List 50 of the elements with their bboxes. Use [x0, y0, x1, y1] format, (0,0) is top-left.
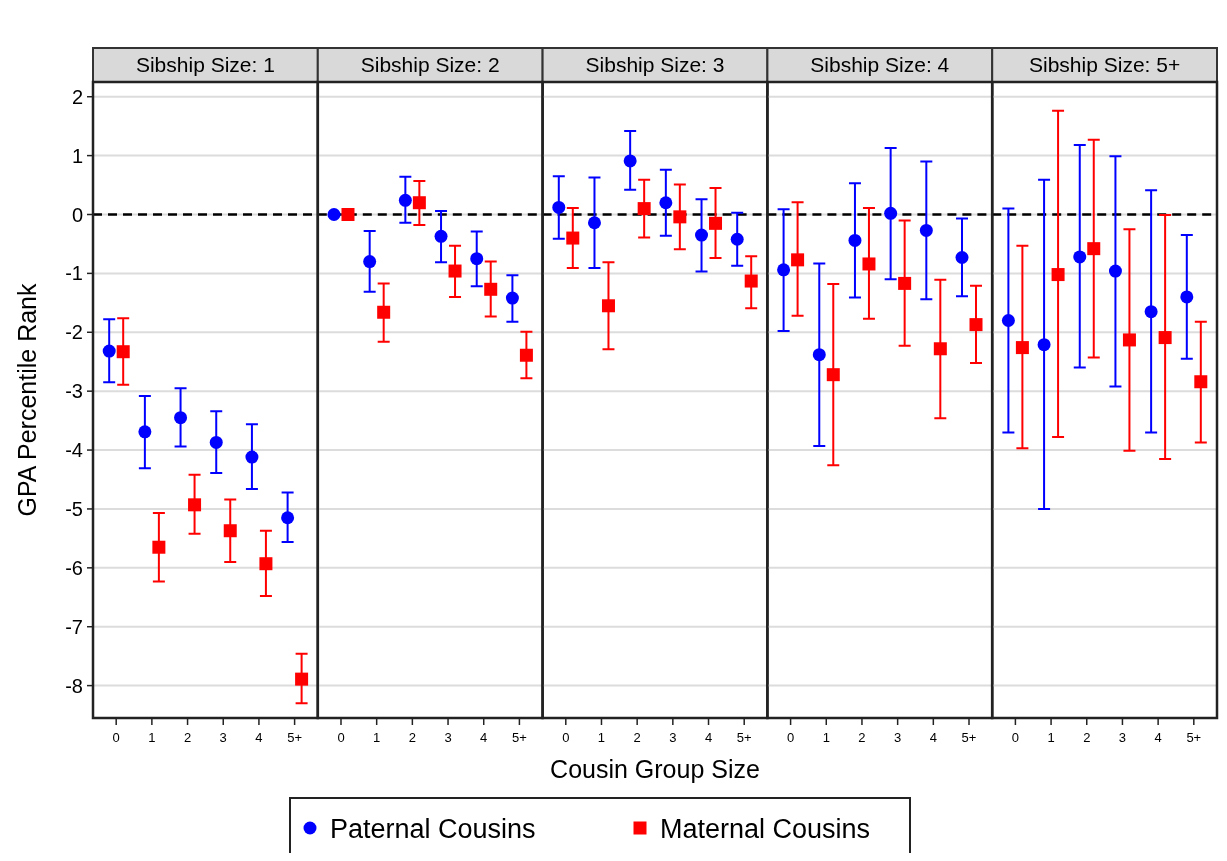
- x-tick-label: 4: [929, 730, 937, 745]
- y-tick-label: -4: [65, 439, 83, 462]
- chart-title: Sibship Size: 1: [135, 53, 275, 76]
- x-tick-label: 0: [562, 730, 570, 745]
- legend-label: Maternal Cousins: [660, 814, 871, 844]
- x-tick-label: 5+: [287, 730, 303, 745]
- x-tick-label: 3: [669, 730, 677, 745]
- x-tick-label: 1: [822, 730, 830, 745]
- y-tick-label: -5: [65, 497, 83, 520]
- y-tick-label: -2: [65, 321, 83, 344]
- x-tick-label: 0: [786, 730, 795, 745]
- x-tick-label: 1: [597, 730, 606, 745]
- chart-title: Sibship Size: 2: [360, 53, 500, 76]
- x-tick-label: 4: [704, 730, 713, 745]
- x-tick-label: 3: [1118, 730, 1127, 745]
- x-tick-label: 5+: [511, 730, 527, 745]
- legend-label: Paternal Cousins: [330, 814, 536, 844]
- y-tick-label: -6: [65, 556, 83, 579]
- y-tick-label: -1: [65, 262, 83, 285]
- x-tick-label: 0: [337, 730, 345, 745]
- x-axis-title: Cousin Group Size: [550, 755, 760, 783]
- y-tick-label: 0: [71, 203, 83, 226]
- x-tick-label: 1: [373, 730, 381, 745]
- y-tick-label: -3: [65, 380, 83, 403]
- y-tick-label: 1: [71, 144, 83, 167]
- x-tick-label: 5+: [1186, 730, 1202, 745]
- x-tick-label: 2: [408, 730, 416, 745]
- chart-title: Sibship Size: 5+: [1029, 53, 1181, 76]
- x-tick-label: 3: [894, 730, 902, 745]
- x-tick-label: 1: [148, 730, 156, 745]
- chart-title: Sibship Size: 3: [585, 53, 725, 76]
- x-tick-label: 0: [112, 730, 120, 745]
- x-tick-label: 2: [633, 730, 641, 745]
- x-tick-label: 5+: [961, 730, 977, 745]
- y-tick-label: -7: [65, 615, 83, 638]
- x-tick-label: 3: [219, 730, 227, 745]
- y-axis-title: GPA Percentile Rank: [13, 283, 41, 517]
- x-tick-label: 4: [480, 730, 488, 745]
- y-tick-label: -8: [65, 674, 83, 697]
- chart-title: Sibship Size: 4: [810, 53, 950, 76]
- x-tick-label: 5+: [736, 730, 752, 745]
- x-tick-label: 1: [1047, 730, 1055, 745]
- y-tick-label: 2: [71, 85, 83, 108]
- x-tick-label: 2: [1083, 730, 1091, 745]
- x-tick-label: 4: [1154, 730, 1162, 745]
- x-tick-label: 2: [183, 730, 192, 745]
- x-tick-label: 3: [444, 730, 452, 745]
- x-tick-label: 0: [1011, 730, 1020, 745]
- x-tick-label: 4: [255, 730, 263, 745]
- x-tick-label: 2: [858, 730, 866, 745]
